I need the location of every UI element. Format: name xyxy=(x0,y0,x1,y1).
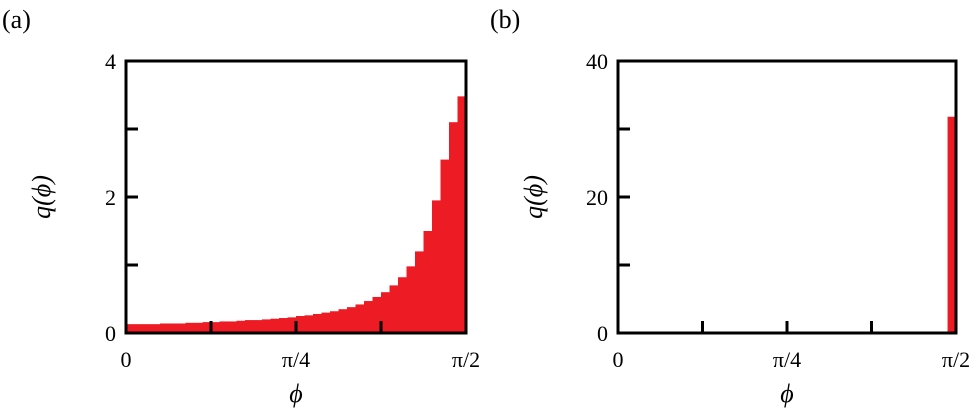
x-tick-label: 0 xyxy=(121,347,132,372)
y-tick-label: 0 xyxy=(597,321,608,346)
histogram-bar xyxy=(947,116,957,333)
y-tick-label: 40 xyxy=(586,49,608,74)
chart-panel-1: 0 π/4 π/2 0 2 4 ϕ q(ϕ) (a) xyxy=(2,5,480,408)
histogram-bar xyxy=(143,324,152,333)
x-tick-label: π/4 xyxy=(773,347,801,372)
histogram-bar xyxy=(372,296,382,333)
histogram-bar xyxy=(347,307,356,333)
panel-label: (a) xyxy=(2,5,31,34)
histogram-bar xyxy=(355,304,365,333)
y-tick-label: 2 xyxy=(105,185,116,210)
x-tick-label: π/2 xyxy=(452,347,480,372)
histogram-bar xyxy=(381,292,390,333)
histogram-bar xyxy=(262,319,271,333)
histogram-bar xyxy=(228,321,237,333)
histogram-bar xyxy=(202,322,212,333)
chart-panel-2: 0 π/4 π/2 0 20 40 ϕ q(ϕ) (b) xyxy=(490,5,970,408)
x-axis-title: ϕ xyxy=(780,379,793,408)
histogram-bar xyxy=(338,309,348,333)
histogram-bar xyxy=(253,320,263,333)
y-tick-label: 4 xyxy=(105,49,116,74)
histogram-bar xyxy=(457,96,467,333)
histogram-bar xyxy=(126,324,135,333)
histogram-bar xyxy=(415,251,424,333)
histogram-bar xyxy=(423,231,433,333)
histogram-bar xyxy=(177,323,186,333)
histogram-bar xyxy=(389,285,399,333)
histogram-bar xyxy=(449,122,458,333)
histogram-bar xyxy=(185,322,195,333)
histogram-bar xyxy=(313,313,322,333)
histogram-bar xyxy=(194,322,203,333)
histogram-bar xyxy=(330,311,339,333)
plot-frame xyxy=(616,59,958,335)
histogram-bar xyxy=(168,323,178,333)
y-tick-label: 0 xyxy=(105,321,116,346)
histogram-bar xyxy=(432,200,441,333)
histogram-bar xyxy=(440,159,450,333)
y-axis-title: q(ϕ) xyxy=(27,175,56,219)
histogram-bar xyxy=(219,321,229,333)
histogram-bar xyxy=(364,301,373,333)
y-tick-label: 20 xyxy=(586,185,608,210)
histogram-bar xyxy=(279,318,288,333)
histogram-bar xyxy=(398,277,407,333)
histogram-bar xyxy=(134,324,144,333)
panel-label: (b) xyxy=(490,5,520,34)
histogram-bar xyxy=(160,323,169,333)
histogram-bar xyxy=(287,317,297,333)
histogram-bar xyxy=(304,315,314,333)
x-tick-label: π/4 xyxy=(282,347,310,372)
x-tick-label: π/2 xyxy=(942,347,970,372)
y-axis-title: q(ϕ) xyxy=(519,175,548,219)
histogram-bar xyxy=(321,312,331,333)
x-axis-title: ϕ xyxy=(289,379,302,408)
x-tick-label: 0 xyxy=(613,347,624,372)
histogram-bar xyxy=(270,318,280,333)
histogram-bar xyxy=(211,322,220,333)
histogram-bar xyxy=(236,320,246,333)
histogram-bar xyxy=(406,266,416,333)
histogram-bar xyxy=(245,320,254,333)
histogram-bar xyxy=(296,316,305,333)
histogram-bar xyxy=(151,324,161,333)
